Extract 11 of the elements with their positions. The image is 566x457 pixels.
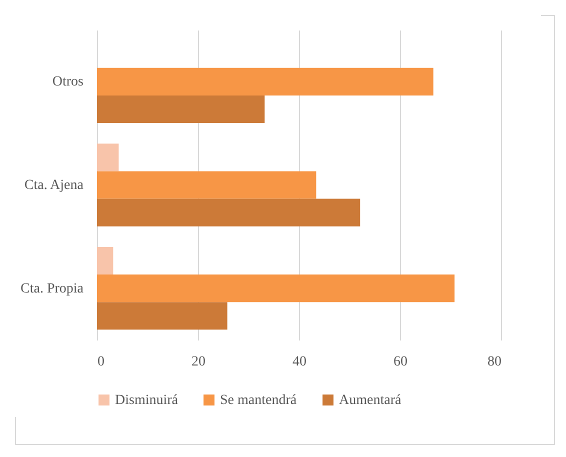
- legend-label: Aumentará: [339, 393, 402, 408]
- legend-label: Disminuirá: [115, 393, 179, 408]
- x-tick-label: 20: [192, 354, 206, 370]
- x-tick-label: 80: [488, 354, 502, 370]
- y-tick-label: Otros: [52, 74, 84, 90]
- y-tick-label: Cta. Propia: [20, 281, 84, 296]
- x-tick-label: 0: [98, 354, 104, 370]
- y-tick-label: Cta. Ajena: [24, 178, 84, 193]
- x-tick-label: 60: [394, 354, 408, 370]
- legend-label: Se mantendrá: [220, 393, 298, 408]
- x-tick-label: 40: [292, 354, 306, 370]
